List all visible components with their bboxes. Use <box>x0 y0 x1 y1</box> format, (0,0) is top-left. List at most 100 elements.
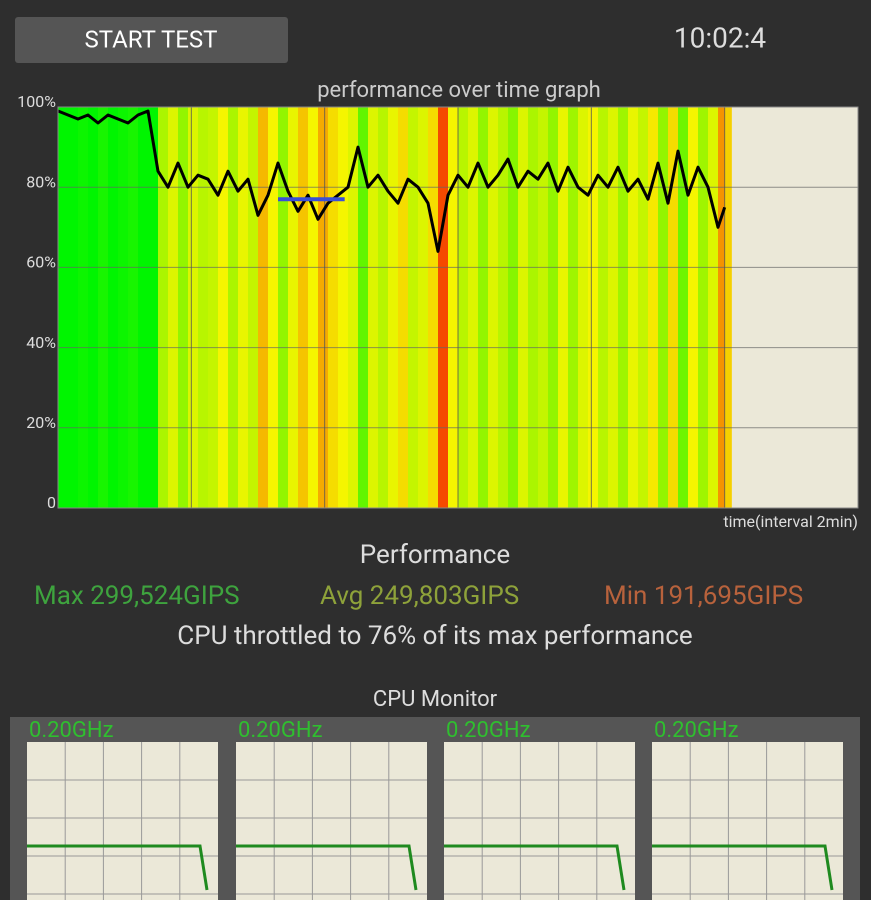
heat-column <box>518 107 529 508</box>
heat-column <box>568 107 579 508</box>
core-frequency-line <box>236 844 418 891</box>
heat-column <box>238 107 249 508</box>
core-frequency-line <box>27 844 209 891</box>
heat-column <box>478 107 489 508</box>
heat-column <box>598 107 609 508</box>
heat-column <box>658 107 669 508</box>
y-tick-label: 80% <box>26 172 56 191</box>
heat-column <box>318 107 329 508</box>
heat-column <box>218 107 229 508</box>
core-frequency-line <box>444 844 626 891</box>
heat-column <box>688 107 699 508</box>
heat-column <box>138 107 149 508</box>
heat-column <box>668 107 679 508</box>
heat-column <box>528 107 539 508</box>
heat-column <box>198 107 209 508</box>
y-tick-label: 20% <box>26 413 56 432</box>
heat-column <box>338 107 349 508</box>
heat-column <box>368 107 379 508</box>
cpu-monitor-title: CPU Monitor <box>373 687 498 712</box>
heat-column <box>398 107 409 508</box>
heat-column <box>708 107 719 508</box>
heat-column <box>78 107 89 508</box>
heat-column <box>358 107 369 508</box>
heat-column <box>724 107 732 508</box>
min-stat: Min 191,695GIPS <box>604 581 803 611</box>
heat-column <box>608 107 619 508</box>
heat-column <box>378 107 389 508</box>
chart-title: performance over time graph <box>317 78 601 103</box>
heat-column <box>308 107 319 508</box>
heat-column <box>128 107 139 508</box>
heat-column <box>288 107 299 508</box>
core-frequency-label: 0.20GHz <box>446 718 531 743</box>
performance-line <box>57 109 727 253</box>
heat-column <box>588 107 599 508</box>
heat-column <box>158 107 169 508</box>
heat-column <box>248 107 259 508</box>
max-stat: Max 299,524GIPS <box>34 581 240 611</box>
heat-column <box>148 107 159 508</box>
avg-stat: Avg 249,803GIPS <box>320 581 519 611</box>
heat-column <box>168 107 179 508</box>
heat-column <box>548 107 559 508</box>
core-frequency-label: 0.20GHz <box>654 718 739 743</box>
heat-column <box>208 107 219 508</box>
heat-column <box>678 107 689 508</box>
heat-column <box>648 107 659 508</box>
heat-column <box>228 107 239 508</box>
heat-column <box>578 107 589 508</box>
core-graph <box>236 742 427 900</box>
plot-border <box>57 106 859 509</box>
core-graph <box>652 742 843 900</box>
heat-column <box>538 107 549 508</box>
heat-column <box>348 107 359 508</box>
y-tick-label: 100% <box>17 92 56 111</box>
core-frequency-label: 0.20GHz <box>238 718 323 743</box>
heat-column <box>268 107 279 508</box>
clock: 10:02:4 <box>674 21 767 54</box>
y-tick-label: 60% <box>26 253 56 272</box>
heat-column <box>58 107 69 508</box>
heat-column <box>458 107 469 508</box>
heat-column <box>508 107 519 508</box>
heat-column <box>298 107 309 508</box>
core-frequency-line <box>652 844 834 891</box>
heat-column <box>178 107 189 508</box>
heat-column <box>718 107 726 508</box>
heat-column <box>98 107 109 508</box>
heat-column <box>118 107 129 508</box>
heat-column <box>258 107 269 508</box>
start-button[interactable] <box>15 17 288 63</box>
start-button-label[interactable]: START TEST <box>84 25 217 53</box>
heat-column <box>408 107 419 508</box>
core-frequency-label: 0.20GHz <box>29 718 114 743</box>
heat-column <box>498 107 509 508</box>
y-tick-label: 40% <box>26 333 56 352</box>
throttle-summary: CPU throttled to 76% of its max performa… <box>177 621 692 651</box>
heat-column <box>388 107 399 508</box>
heat-column <box>428 107 439 508</box>
performance-title: Performance <box>360 540 510 570</box>
heat-column <box>468 107 479 508</box>
cpu-cores: 0.20GHz 0.20GHz 0.20GHz 0.20GHz <box>27 718 843 900</box>
y-tick-label: 0 <box>47 493 56 512</box>
x-axis-label: time(interval 2min) <box>723 512 858 531</box>
heat-column <box>638 107 649 508</box>
heat-column <box>448 107 459 508</box>
heat-column <box>488 107 499 508</box>
heat-column <box>68 107 79 508</box>
heat-column <box>558 107 569 508</box>
heat-column <box>438 107 449 508</box>
core-graph <box>27 742 218 900</box>
heat-column <box>618 107 629 508</box>
heat-column <box>278 107 289 508</box>
heat-column <box>108 107 119 508</box>
heat-column <box>88 107 99 508</box>
heat-column <box>628 107 639 508</box>
heat-column <box>418 107 429 508</box>
heat-column <box>698 107 709 508</box>
core-graph <box>444 742 635 900</box>
